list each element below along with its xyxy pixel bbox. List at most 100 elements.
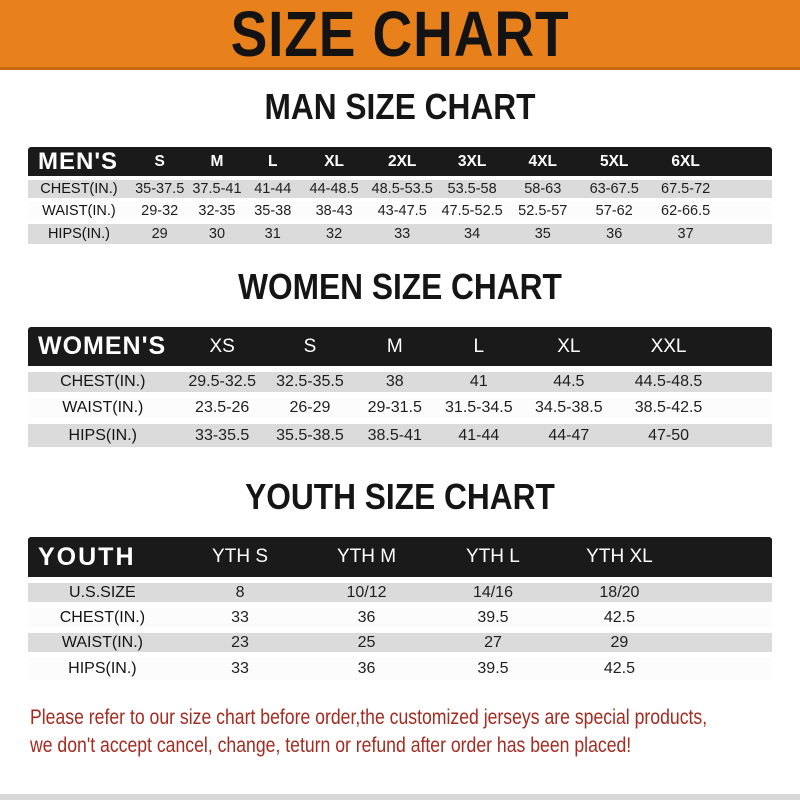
column-header: 3XL	[437, 147, 508, 178]
header-bar: YOUTH YTH S YTH M YTH L YTH XL	[28, 537, 772, 580]
size-value-cell: 33	[176, 602, 304, 630]
table-row: HIPS(IN.) 33 36 39.5 42.5	[28, 652, 772, 680]
row-label: WAIST(IN.)	[28, 392, 178, 421]
spacer-cell	[721, 147, 772, 178]
size-chart-banner: SIZE CHART	[0, 0, 800, 70]
size-value-cell: 39.5	[429, 652, 557, 680]
size-value-cell: 38.5-41	[353, 418, 437, 447]
spacer-cell	[720, 366, 772, 395]
column-header: S	[129, 147, 190, 178]
spacer-cell	[721, 176, 772, 200]
column-header: L	[244, 147, 302, 178]
header-bar: MEN'S S M L XL 2XL 3XL 4XL 5XL 6XL	[28, 147, 772, 178]
footer-note: Please refer to our size chart before or…	[0, 703, 800, 759]
column-header: S	[266, 327, 354, 369]
header-bar: WOMEN'S XS S M L XL XXL	[28, 327, 772, 369]
size-value-cell: 44-48.5	[301, 176, 368, 200]
size-value-cell: 29	[129, 220, 190, 244]
size-value-cell: 37.5-41	[189, 176, 245, 200]
section-title: WOMEN SIZE CHART	[0, 266, 800, 311]
size-value-cell: 42.5	[556, 652, 683, 680]
column-header: 5XL	[578, 147, 650, 178]
size-value-cell: 47-50	[616, 418, 721, 447]
section-women: WOMEN SIZE CHART WOMEN'S XS S M L XL XXL CHEST(I…	[0, 266, 800, 447]
size-table-men: MEN'S S M L XL 2XL 3XL 4XL 5XL 6XL CHEST(IN.) 35-37…	[28, 147, 772, 244]
spacer-cell	[682, 652, 772, 680]
size-table-youth: YOUTH YTH S YTH M YTH L YTH XL U.S.SIZE 8 10/12…	[28, 537, 772, 680]
size-value-cell: 41-44	[436, 418, 522, 447]
spacer-cell	[720, 327, 772, 369]
size-value-cell: 41-44	[244, 176, 302, 200]
column-header: YTH XL	[556, 537, 683, 580]
table-corner-label: YOUTH	[28, 537, 177, 580]
sections: MAN SIZE CHART MEN'S S M L XL 2XL 3XL 4XL 5XL 6XL C…	[0, 86, 800, 680]
table-row: HIPS(IN.) 33-35.5 35.5-38.5 38.5-41 41-44 44-…	[28, 418, 772, 447]
column-header: M	[353, 327, 437, 369]
section-title-text: MAN SIZE CHART	[264, 86, 536, 127]
size-value-cell: 35	[507, 220, 579, 244]
column-header: XS	[177, 327, 267, 369]
size-value-cell: 44.5	[521, 366, 617, 395]
table-row: WAIST(IN.) 23.5-26 26-29 29-31.5 31.5-34.5 34…	[28, 392, 772, 421]
size-value-cell: 37	[649, 220, 722, 244]
row-label: HIPS(IN.)	[28, 652, 177, 680]
size-value-cell: 34	[437, 220, 508, 244]
size-value-cell: 39.5	[429, 602, 557, 630]
column-header: YTH L	[429, 537, 557, 580]
table-row: HIPS(IN.) 29 30 31 32 33 34 35 36 37	[28, 220, 772, 244]
size-value-cell: 26-29	[266, 392, 354, 421]
table-row: CHEST(IN.) 35-37.5 37.5-41 41-44 44-48.5 48.5…	[28, 176, 772, 200]
column-header: YTH M	[303, 537, 430, 580]
size-value-cell: 30	[189, 220, 245, 244]
table-row: U.S.SIZE 8 10/12 14/16 18/20	[28, 577, 772, 605]
section-title: MAN SIZE CHART	[0, 86, 800, 131]
size-value-cell: 36	[578, 220, 650, 244]
size-value-cell: 32.5-35.5	[266, 366, 354, 395]
column-header: 6XL	[649, 147, 722, 178]
size-value-cell: 47.5-52.5	[437, 198, 508, 222]
size-value-cell: 23.5-26	[177, 392, 267, 421]
size-value-cell: 38.5-42.5	[616, 392, 721, 421]
section-title-text: WOMEN SIZE CHART	[238, 266, 562, 307]
size-value-cell: 29.5-32.5	[177, 366, 267, 395]
row-label: WAIST(IN.)	[28, 198, 130, 222]
banner-title: SIZE CHART	[230, 0, 570, 70]
size-value-cell: 31.5-34.5	[436, 392, 522, 421]
size-value-cell: 57-62	[578, 198, 650, 222]
spacer-cell	[721, 220, 772, 244]
footer-line-2: we don't accept cancel, change, teturn o…	[30, 733, 632, 757]
size-value-cell: 32-35	[189, 198, 245, 222]
size-value-cell: 58-63	[507, 176, 579, 200]
row-label: CHEST(IN.)	[28, 366, 178, 395]
row-label: U.S.SIZE	[28, 577, 177, 605]
size-value-cell: 42.5	[556, 602, 683, 630]
size-value-cell: 33	[176, 652, 304, 680]
size-value-cell: 10/12	[303, 577, 430, 605]
size-value-cell: 33-35.5	[177, 418, 267, 447]
section-title: YOUTH SIZE CHART	[0, 479, 800, 521]
size-value-cell: 38	[353, 366, 437, 395]
column-header: XL	[301, 147, 368, 178]
size-value-cell: 29-32	[129, 198, 190, 222]
spacer-cell	[721, 198, 772, 222]
row-label: WAIST(IN.)	[28, 627, 177, 655]
size-value-cell: 18/20	[556, 577, 683, 605]
bottom-strip	[0, 794, 800, 800]
size-table-women: WOMEN'S XS S M L XL XXL CHEST(IN.) 29.5-32.5 32.5…	[28, 327, 772, 447]
spacer-cell	[682, 577, 772, 605]
table-row: CHEST(IN.) 29.5-32.5 32.5-35.5 38 41 44.5 44.5…	[28, 366, 772, 395]
size-value-cell: 32	[301, 220, 368, 244]
row-label: CHEST(IN.)	[28, 602, 177, 630]
size-value-cell: 44.5-48.5	[616, 366, 721, 395]
column-header: YTH S	[176, 537, 304, 580]
section-men: MAN SIZE CHART MEN'S S M L XL 2XL 3XL 4XL 5XL 6XL C…	[0, 86, 800, 244]
size-value-cell: 25	[303, 627, 430, 655]
size-value-cell: 35-38	[244, 198, 302, 222]
size-value-cell: 27	[429, 627, 557, 655]
column-header: 4XL	[507, 147, 579, 178]
size-value-cell: 35-37.5	[129, 176, 190, 200]
spacer-cell	[682, 627, 772, 655]
spacer-cell	[720, 418, 772, 447]
size-value-cell: 14/16	[429, 577, 557, 605]
size-value-cell: 31	[244, 220, 302, 244]
